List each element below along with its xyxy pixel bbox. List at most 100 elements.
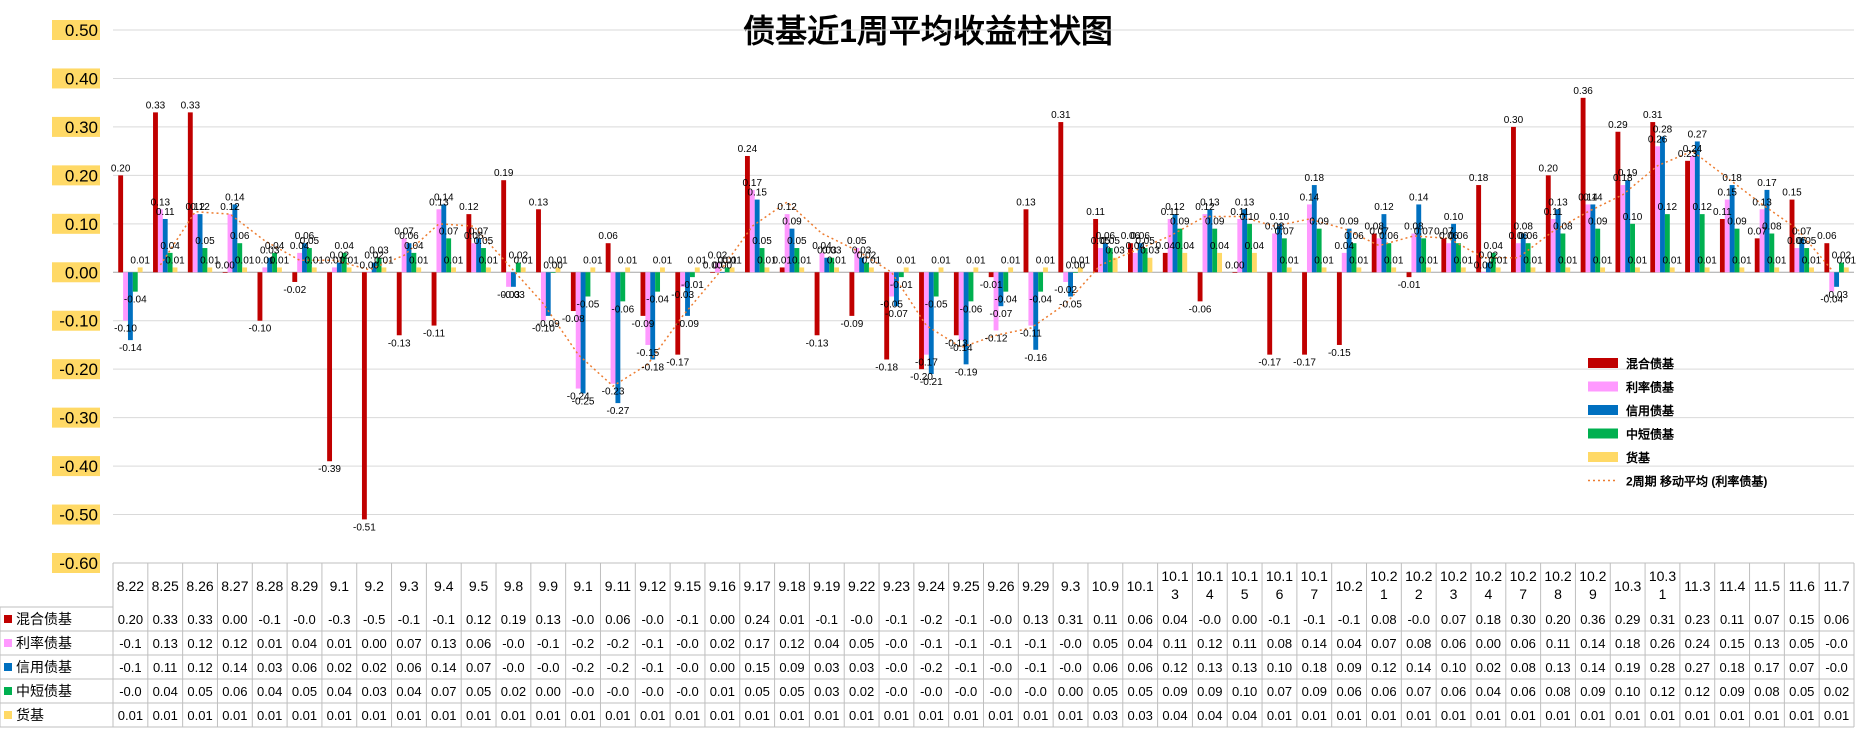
bar [297, 252, 303, 273]
data-label: -0.03 [671, 290, 694, 301]
table-cell: 0.04 [814, 636, 839, 651]
table-cell: -0.1 [642, 636, 664, 651]
table-cell: 0.00 [536, 684, 561, 699]
x-tick-label: 3 [1171, 586, 1179, 602]
table-cell: -0.2 [607, 636, 629, 651]
table-cell: 0.05 [1128, 684, 1153, 699]
data-label: -0.51 [353, 522, 376, 533]
bar [864, 262, 869, 273]
ytick-label: 0.00 [65, 263, 98, 282]
bar [1147, 257, 1153, 273]
bar [1550, 218, 1556, 273]
data-label: 0.03 [1140, 246, 1160, 257]
table-cell: 0.07 [1754, 612, 1779, 627]
x-tick-label: 10.1 [1196, 568, 1223, 584]
data-label: 0.05 [474, 236, 494, 247]
bar [1217, 252, 1223, 273]
data-label: 0.18 [1613, 173, 1633, 184]
data-label: 0.33 [146, 100, 166, 111]
data-label: -0.19 [955, 367, 978, 378]
data-label: 0.04 [1210, 241, 1230, 252]
bar [1774, 267, 1780, 273]
data-label: 0.01 [1071, 255, 1091, 266]
x-tick-label: 9.19 [813, 578, 840, 594]
table-cell: 0.20 [118, 612, 143, 627]
bar [715, 262, 720, 273]
data-label: 0.02 [1479, 251, 1499, 262]
bar [1137, 243, 1143, 273]
table-cell: 0.01 [1824, 708, 1849, 723]
x-tick-label: 9 [1589, 586, 1597, 602]
bar [710, 272, 716, 273]
table-cell: 0.01 [605, 708, 630, 723]
bar [1734, 228, 1740, 273]
data-label: -0.05 [1059, 300, 1082, 311]
legend-label: 2周期 移动平均 (利率债基) [1626, 474, 1767, 489]
bar [1759, 209, 1765, 273]
bar [466, 214, 472, 273]
data-label: 0.01 [1001, 255, 1021, 266]
table-cell: 0.02 [501, 684, 526, 699]
ytick-highlight [52, 165, 100, 186]
data-label: 0.01 [548, 255, 568, 266]
data-label: 0.23 [1678, 149, 1698, 160]
bar [1162, 252, 1168, 273]
data-label: 0.00 [1066, 260, 1086, 271]
bar [202, 248, 208, 273]
x-tick-label: 10.2 [1405, 568, 1432, 584]
ytick-highlight [52, 262, 100, 283]
table-cell: -0.0 [885, 660, 907, 675]
table-cell: 0.15 [745, 660, 770, 675]
table-cell: 0.28 [1650, 660, 1675, 675]
bar [1077, 267, 1083, 273]
data-label: 0.01 [130, 255, 150, 266]
data-label: 0.01 [792, 255, 812, 266]
table-cell: -0.1 [642, 660, 664, 675]
data-label: 0.01 [1314, 255, 1334, 266]
bar [1316, 228, 1322, 273]
data-label: 0.01 [773, 255, 793, 266]
table-cell: 0.08 [1754, 684, 1779, 699]
data-label: 0.05 [195, 236, 215, 247]
bar [257, 272, 263, 321]
data-label: 0.09 [1339, 217, 1359, 228]
table-cell: 0.06 [1441, 636, 1466, 651]
table-cell: 0.18 [1615, 636, 1640, 651]
table-cell: 0.03 [257, 660, 282, 675]
data-label: 0.18 [1722, 173, 1742, 184]
data-label: 0.20 [111, 163, 131, 174]
data-label: 0.12 [1658, 202, 1678, 213]
bar [1515, 243, 1521, 273]
table-cell: -0.0 [990, 684, 1012, 699]
bar [451, 267, 456, 273]
ytick-label: -0.20 [59, 360, 98, 379]
bar [754, 199, 760, 273]
data-label: 0.30 [1504, 115, 1524, 126]
table-cell: -0.1 [955, 612, 977, 627]
bar [1829, 272, 1835, 292]
bar [1008, 267, 1014, 273]
bar [1620, 185, 1626, 273]
bar [1003, 272, 1009, 292]
data-label: 0.01 [339, 255, 359, 266]
data-label: 0.01 [966, 255, 986, 266]
table-cell: -0.0 [676, 636, 698, 651]
table-cell: 0.07 [1267, 684, 1292, 699]
x-tick-label: 8.29 [291, 578, 318, 594]
bar [570, 272, 576, 312]
bar [903, 267, 909, 273]
table-cell: -0.0 [642, 684, 664, 699]
table-cell: -0.2 [920, 612, 942, 627]
bar [938, 267, 944, 273]
table-cell: 0.01 [849, 708, 874, 723]
table-cell: 0.01 [988, 708, 1013, 723]
bar [953, 272, 959, 336]
table-cell: 0.07 [466, 660, 491, 675]
bar [660, 267, 665, 273]
x-tick-label: 9.3 [1061, 578, 1081, 594]
data-label: -0.01 [980, 280, 1003, 291]
bar [759, 248, 765, 273]
data-label: 0.19 [494, 168, 514, 179]
bar [973, 267, 979, 273]
data-label: 0.07 [1414, 226, 1434, 237]
